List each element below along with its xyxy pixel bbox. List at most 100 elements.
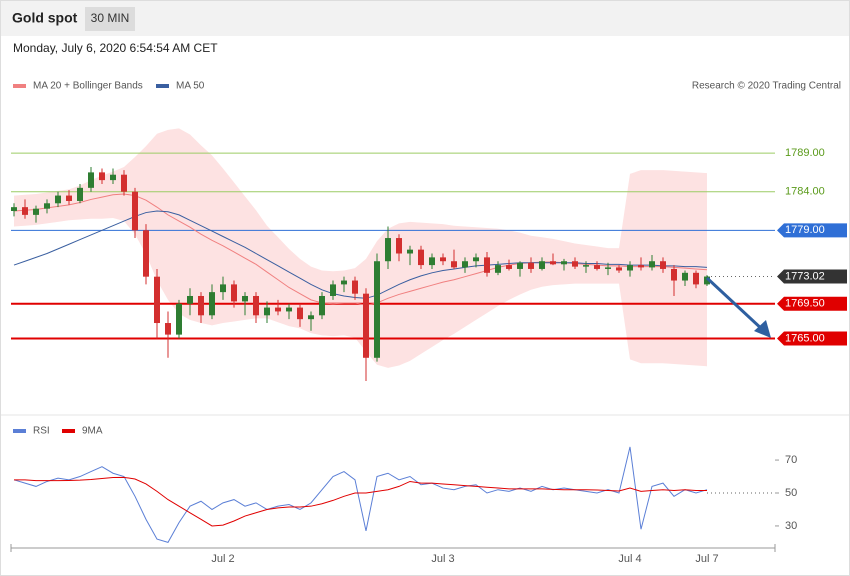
candle-body [143, 230, 149, 277]
level-label: 1784.00 [785, 186, 825, 198]
series-line [14, 476, 707, 527]
candle-body [264, 307, 270, 316]
candle-body [187, 295, 193, 304]
candle-body [484, 257, 490, 273]
candle-body [561, 261, 567, 265]
level-label: 1779.00 [785, 224, 825, 236]
legend-swatch [13, 429, 26, 433]
candle-body [495, 265, 501, 273]
candle-body [44, 203, 50, 209]
candle-body [528, 262, 534, 269]
candle-body [88, 172, 94, 188]
candle-body [462, 261, 468, 268]
candle-body [385, 238, 391, 262]
credit: Research © 2020 Trading Central [692, 81, 841, 92]
candle-body [605, 267, 611, 269]
interval[interactable]: 30 MIN [91, 11, 130, 25]
candle-body [11, 207, 17, 212]
candle-body [660, 261, 666, 269]
candle-body [418, 249, 424, 266]
y-tick-label: 50 [785, 487, 797, 499]
title: Gold spot [12, 10, 78, 26]
level-tag [777, 269, 847, 284]
bollinger-band [14, 128, 707, 368]
candle-body [66, 195, 72, 201]
candle-body [429, 257, 435, 266]
x-tick-label: Jul 3 [431, 553, 454, 565]
series-line [13, 446, 708, 544]
candle-body [396, 238, 402, 254]
candle-body [297, 307, 303, 320]
level-label: 1773.02 [785, 270, 825, 282]
candle-body [132, 191, 138, 231]
candle-body [671, 268, 677, 281]
candle-body [693, 272, 699, 285]
candle-body [55, 195, 61, 204]
candle-body [99, 172, 105, 181]
candle-body [121, 174, 127, 192]
candle-body [682, 272, 688, 281]
projection-arrow [705, 276, 766, 333]
candle-body [220, 284, 226, 293]
candle-body [110, 174, 116, 181]
candle-body [33, 208, 39, 215]
price-panel: MA 20 + Bollinger Bands MA 50 1789.00 1784.… [11, 81, 847, 381]
candle-body [506, 265, 512, 269]
candle-body [77, 187, 83, 201]
legend-label: RSI [33, 426, 50, 437]
candle-body [572, 261, 578, 267]
candle-body [165, 323, 171, 335]
level-tag [777, 296, 847, 311]
candle-body [231, 284, 237, 302]
rsi-panel: RSI 9MA 30 50 70 Jul 2 Jul 3 Jul 4 Jul 7 [10, 426, 797, 565]
x-tick-label: Jul 4 [618, 553, 641, 565]
level-label: 1769.50 [785, 298, 825, 310]
candle-body [583, 265, 589, 267]
candle-body [704, 276, 710, 285]
candle-body [638, 265, 644, 268]
interval-button[interactable] [85, 7, 135, 31]
candle-body [275, 307, 281, 312]
legend-swatch [62, 429, 75, 433]
candle-body [407, 249, 413, 254]
candle-body [363, 293, 369, 358]
y-tick-label: 70 [785, 454, 797, 466]
candle-body [440, 257, 446, 262]
candle-body [649, 261, 655, 268]
level-label: 1789.00 [785, 147, 825, 159]
candle-body [154, 276, 160, 324]
candle-body [451, 261, 457, 268]
candle-body [330, 284, 336, 296]
candle-body [539, 261, 545, 269]
level-tag [777, 331, 847, 346]
candle-body [341, 280, 347, 285]
candle-body [616, 267, 622, 271]
projection-arrowhead [754, 320, 771, 338]
candle-body [209, 292, 215, 316]
candle-body [198, 295, 204, 316]
candle-body [473, 257, 479, 262]
candle-body [517, 262, 523, 269]
candle-body [627, 265, 633, 271]
candle-body [286, 307, 292, 312]
candle-body [594, 265, 600, 269]
moving-average [13, 193, 708, 306]
candle-body [22, 207, 28, 215]
y-tick-label: 30 [785, 520, 797, 532]
legend-swatch [13, 84, 26, 88]
level-label: 1765.00 [785, 332, 825, 344]
candle-body [352, 280, 358, 294]
level-tag [777, 223, 847, 238]
candle-body [253, 295, 259, 316]
legend-label: MA 50 [176, 81, 205, 92]
legend-label: MA 20 + Bollinger Bands [33, 81, 143, 92]
timestamp: Monday, July 6, 2020 6:54:54 AM CET [13, 41, 218, 55]
moving-average [13, 210, 708, 299]
x-tick-label: Jul 2 [211, 553, 234, 565]
x-tick-label: Jul 7 [695, 553, 718, 565]
header-bar [1, 1, 849, 36]
candle-body [308, 315, 314, 320]
candle-body [242, 295, 248, 302]
candle-body [319, 295, 325, 316]
